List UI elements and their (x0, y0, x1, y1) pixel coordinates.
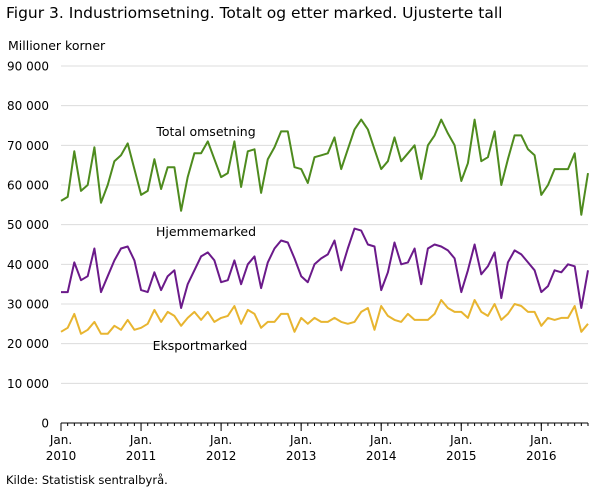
series-line-1 (60, 118, 589, 216)
x-tick-month: Jan. (289, 433, 312, 447)
x-tick-year: 2012 (206, 449, 237, 463)
x-tick-month: Jan. (449, 433, 472, 447)
y-tick-label: 70 000 (7, 139, 49, 153)
x-tick-month: Jan. (369, 433, 392, 447)
chart-title: Figur 3. Industriomsetning. Totalt og et… (6, 4, 503, 22)
y-tick-label: 0 (41, 417, 49, 431)
series-lines (60, 118, 589, 335)
y-tick-label: 30 000 (7, 298, 49, 312)
series-label: Eksportmarked (153, 338, 248, 353)
grid-lines (61, 65, 588, 384)
x-tick-month: Jan. (129, 433, 152, 447)
series-label: Hjemmemarked (156, 224, 256, 239)
x-tick-month: Jan. (209, 433, 232, 447)
x-tick-year: 2016 (526, 449, 557, 463)
y-tick-label: 40 000 (7, 258, 49, 272)
series-line-2 (61, 227, 589, 309)
y-tick-label: 20 000 (7, 337, 49, 351)
source-note: Kilde: Statistisk sentralbyrå. (6, 473, 168, 487)
y-tick-labels: 0 10 000 20 000 30 000 40 000 50 000 60 000 70 … (7, 60, 49, 431)
series-label: Total omsetning (155, 124, 255, 139)
y-tick-label: 50 000 (7, 218, 49, 232)
series-annotations: Total omsetning Hjemmemarked Eksportmarked (153, 124, 256, 353)
y-axis-label: Millioner korner (8, 38, 106, 53)
x-tick-year: 2015 (446, 449, 477, 463)
series-line-3 (60, 299, 589, 335)
y-tick-label: 10 000 (7, 377, 49, 391)
y-tick-label: 80 000 (7, 99, 49, 113)
x-axis: Jan. 2010 Jan. 2011 Jan. 2012 Jan. 2013 Jan. 2014… (46, 422, 589, 463)
x-tick-month: Jan. (49, 433, 72, 447)
x-tick-month: Jan. (529, 433, 552, 447)
x-tick-year: 2011 (126, 449, 157, 463)
x-tick-year: 2014 (366, 449, 397, 463)
x-tick-year: 2010 (46, 449, 77, 463)
x-tick-year: 2013 (286, 449, 317, 463)
y-tick-label: 60 000 (7, 179, 49, 193)
y-tick-label: 90 000 (7, 60, 49, 74)
